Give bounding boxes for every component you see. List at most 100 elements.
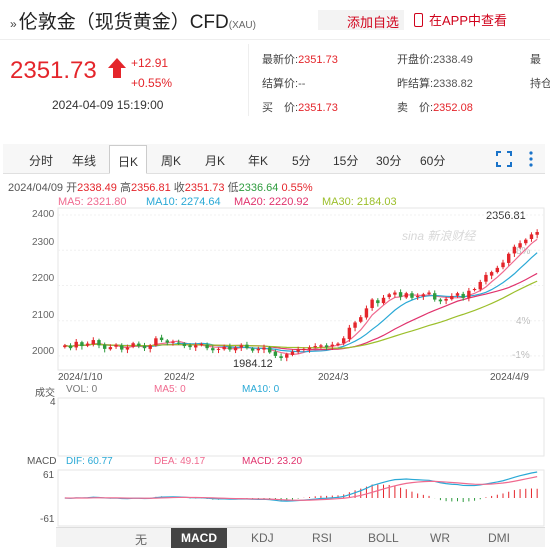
macd-dif: DIF: 60.77 <box>66 456 113 467</box>
tab-indicator-dmi[interactable]: DMI <box>488 531 510 545</box>
candle-body <box>267 347 272 353</box>
x-tick: 2024/3 <box>318 372 349 383</box>
x-tick: 2024/1/10 <box>58 372 103 383</box>
open-app-button[interactable]: 在APP中查看 <box>414 10 507 29</box>
tab-indicator-rsi[interactable]: RSI <box>312 531 333 545</box>
tab-indicator-wr[interactable]: WR <box>430 531 450 545</box>
candle-body <box>427 292 431 294</box>
add-favorite-button[interactable]: 添加自选 <box>318 10 404 30</box>
candle-body <box>114 344 118 347</box>
tab-30min[interactable]: 30分 <box>376 154 402 168</box>
macd-dea: DEA: 49.17 <box>154 456 206 467</box>
candle-body <box>273 351 278 356</box>
candle-body <box>529 234 534 239</box>
macd-value: MACD: 23.20 <box>242 456 303 467</box>
candle-body <box>495 267 500 273</box>
y-tick: 2400 <box>32 209 55 220</box>
x-tick: 2024/2 <box>164 372 195 383</box>
candle-body <box>85 343 90 346</box>
quote-open: 开盘价:2338.49 <box>397 54 473 66</box>
x-tick: 2024/4/9 <box>490 372 529 383</box>
candle-body <box>535 232 539 235</box>
tab-indicator-boll[interactable]: BOLL <box>368 531 399 545</box>
candle-body <box>330 344 335 347</box>
candle-body <box>245 344 249 349</box>
tab-intraday[interactable]: 分时 <box>29 154 54 168</box>
candle-body <box>364 308 369 318</box>
tab-weekly-k[interactable]: 周K <box>161 154 182 168</box>
macd-bottom-tick: -61 <box>40 514 55 525</box>
tab-15min[interactable]: 15分 <box>333 154 359 168</box>
candle-body <box>211 348 215 351</box>
tab-5min[interactable]: 5分 <box>292 154 311 168</box>
ma10-legend: MA10: 2274.64 <box>146 196 221 208</box>
tab-yearline[interactable]: 年线 <box>72 154 97 168</box>
candle-body <box>387 294 391 298</box>
tab-indicator-none[interactable]: 无 <box>135 533 148 547</box>
dif-line <box>64 471 538 502</box>
symbol-code: (XAU) <box>228 20 256 31</box>
candle-body <box>484 274 488 282</box>
y-tick: 2200 <box>32 273 55 284</box>
divider <box>248 44 249 116</box>
candle-body <box>74 341 78 348</box>
quote-datetime: 2024-04-09 15:19:00 <box>52 98 164 112</box>
tab-indicator-macd[interactable]: MACD <box>171 528 227 548</box>
tab-daily-k[interactable]: 日K <box>109 145 148 174</box>
candle-body <box>467 290 471 298</box>
candle-body <box>97 340 101 346</box>
candle-body <box>194 345 198 348</box>
price-panel-border <box>57 207 545 371</box>
candle-body <box>125 347 130 350</box>
candle-body <box>506 253 511 263</box>
vol-value: VOL: 0 <box>66 384 98 395</box>
more-vertical-icon[interactable] <box>529 151 533 167</box>
candle-body <box>353 322 357 328</box>
candle-body <box>524 239 528 244</box>
candle-body <box>228 346 232 350</box>
volume-label: 成交 <box>35 388 55 399</box>
candle-body <box>410 293 414 298</box>
fullscreen-icon[interactable] <box>496 151 512 167</box>
candle-body <box>256 348 261 351</box>
candle-body <box>159 337 164 341</box>
macd-lines <box>64 471 538 502</box>
candle-info: 2024/04/09 开2338.49 高2356.81 收2351.73 低2… <box>8 182 313 194</box>
candle-body <box>455 293 460 296</box>
candle-body <box>296 349 300 352</box>
double-chevron-icon: » <box>10 17 17 31</box>
candle-body <box>142 345 147 349</box>
candle-body <box>478 281 482 290</box>
candle-body <box>302 348 306 350</box>
candle-body <box>393 292 397 295</box>
tab-yearly-k[interactable]: 年K <box>248 154 269 168</box>
candle-body <box>102 344 107 349</box>
quote-prev-settle: 昨结算:2338.82 <box>397 78 473 90</box>
header: » 伦敦金（现货黄金）CFD(XAU) 添加自选 在APP中查看 <box>0 0 550 40</box>
macd-top-tick: 61 <box>43 470 55 481</box>
quote-bid: 买 价:2351.73 <box>262 102 338 114</box>
candle-body <box>444 298 448 301</box>
candle-body <box>182 343 187 347</box>
tab-indicator-kdj[interactable]: KDJ <box>251 531 274 545</box>
period-tabs: 分时 年线 日K 周K 月K 年K 5分 15分 30分 60分 <box>3 144 545 174</box>
y-tick: 2000 <box>32 346 55 357</box>
tab-monthly-k[interactable]: 月K <box>205 154 226 168</box>
candle-body <box>222 346 226 350</box>
macd-histogram <box>70 484 538 503</box>
candle-body <box>307 347 312 350</box>
candle-body <box>450 296 454 300</box>
candle-body <box>438 299 443 302</box>
vol-tick: 4 <box>50 397 56 408</box>
quote-latest: 最新价:2351.73 <box>262 54 338 66</box>
volume-panel-border <box>57 397 545 457</box>
candle-body <box>131 343 135 347</box>
indicator-tabs: 无 MACD KDJ RSI BOLL WR DMI <box>56 527 545 548</box>
candle-body <box>148 345 152 349</box>
candle-body <box>313 346 317 348</box>
tab-60min[interactable]: 60分 <box>420 154 446 168</box>
candle-body <box>63 345 67 348</box>
high-annotation: 2356.81 <box>486 210 526 222</box>
candle-body <box>461 293 465 298</box>
